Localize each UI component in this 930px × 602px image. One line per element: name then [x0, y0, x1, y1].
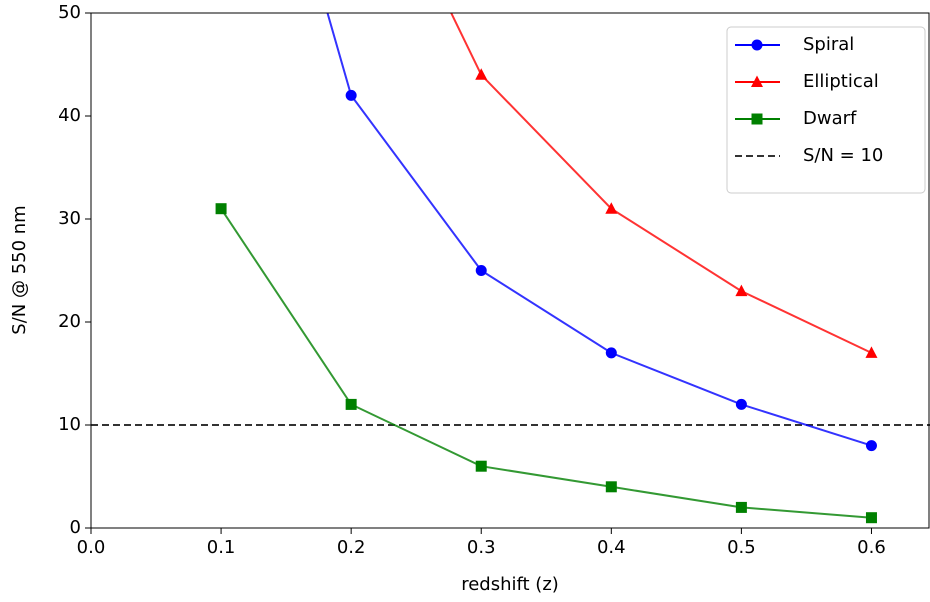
y-tick-label: 40: [58, 105, 81, 126]
legend-label: Spiral: [803, 34, 854, 55]
marker: [865, 440, 877, 452]
y-axis-label: S/N @ 550 nm: [9, 205, 30, 334]
marker: [345, 398, 357, 410]
y-tick-label: 20: [58, 311, 81, 332]
legend: Spiral Elliptical Dwarf S/N = 10: [726, 26, 926, 194]
marker: [751, 113, 763, 125]
x-tick-label: 0.5: [727, 537, 756, 558]
y-tick-label: 50: [58, 2, 81, 23]
legend-label: S/N = 10: [803, 145, 883, 166]
marker: [735, 284, 748, 297]
x-tick-label: 0.4: [597, 537, 626, 558]
y-tick-label: 0: [70, 517, 81, 538]
marker: [345, 89, 357, 101]
x-tick-label: 0.3: [467, 537, 496, 558]
marker: [751, 75, 763, 87]
marker: [215, 203, 227, 215]
x-tick-label: 0.2: [337, 537, 366, 558]
x-tick-label: 0.0: [77, 537, 106, 558]
series-line: [220, 208, 872, 519]
marker: [605, 347, 617, 359]
axes-frame: [90, 12, 930, 529]
marker: [605, 481, 617, 493]
plot-area: [91, 13, 930, 524]
series-line: [326, 13, 872, 447]
marker: [865, 346, 878, 358]
marker: [735, 501, 747, 513]
marker: [475, 265, 487, 276]
legend-box: [726, 26, 926, 194]
y-tick-label: 10: [58, 414, 81, 435]
marker: [475, 460, 487, 472]
x-tick-label: 0.6: [857, 537, 886, 558]
legend-label: Dwarf: [803, 108, 857, 129]
marker: [605, 202, 618, 214]
x-axis-label: redshift (z): [461, 574, 559, 595]
marker: [751, 39, 763, 51]
marker: [475, 68, 488, 80]
x-tick-label: 0.1: [207, 537, 236, 558]
y-tick-label: 30: [58, 208, 81, 229]
legend-label: Elliptical: [803, 71, 879, 92]
marker: [735, 398, 747, 410]
marker: [865, 512, 877, 524]
